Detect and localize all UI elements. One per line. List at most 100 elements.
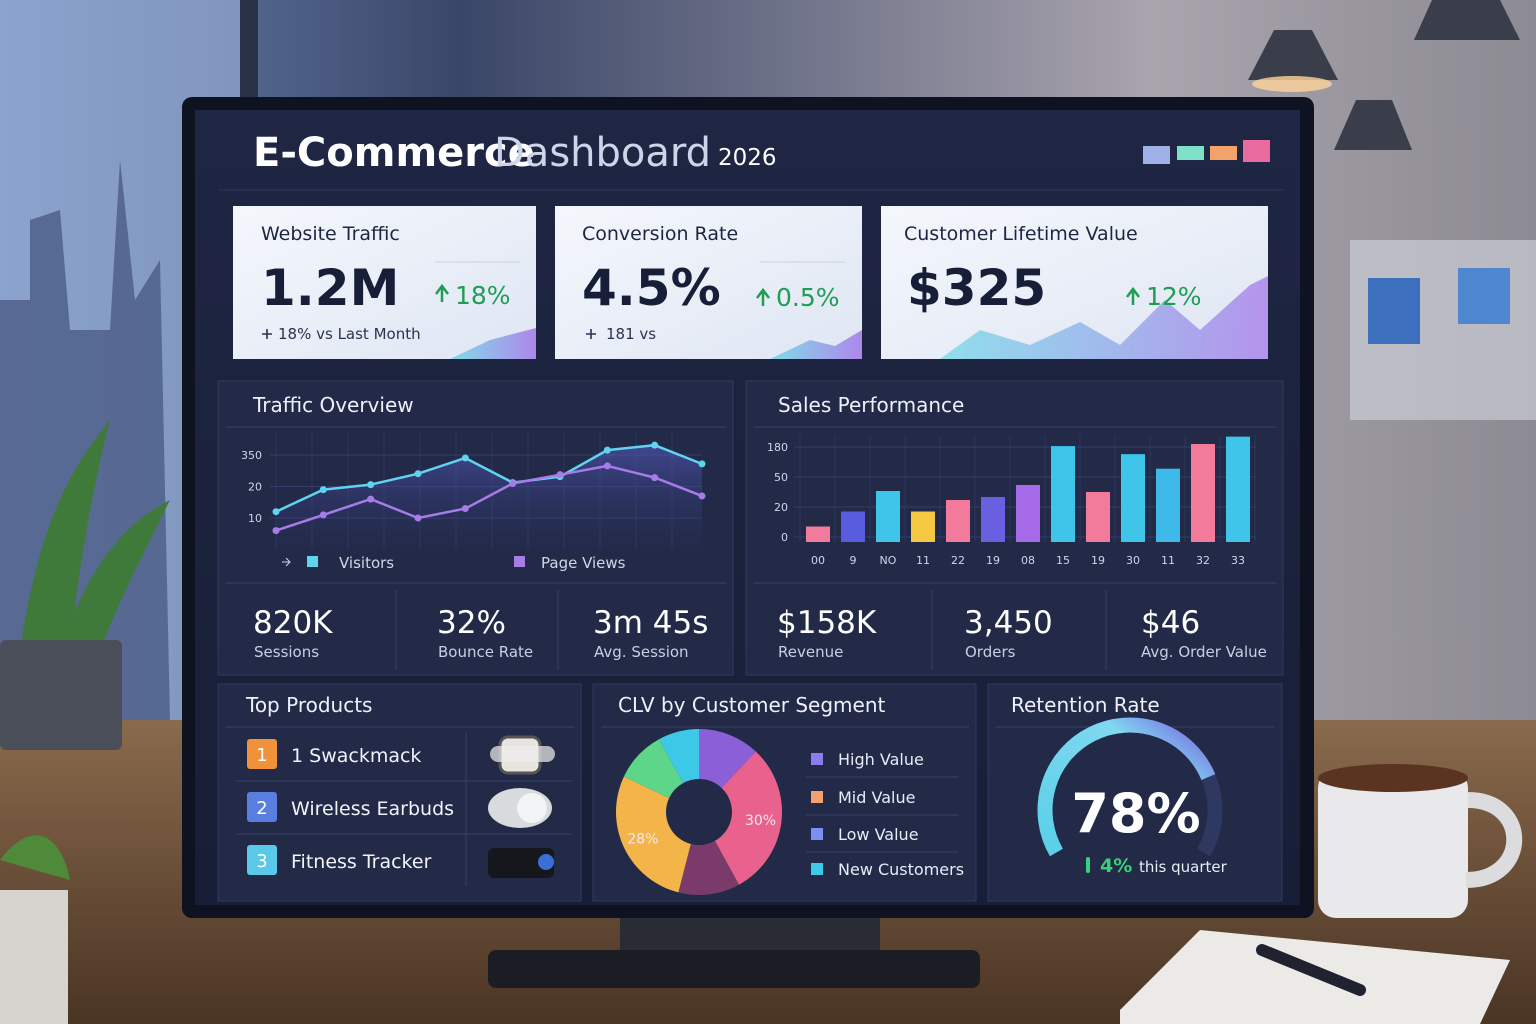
up-arrow [1126, 286, 1140, 305]
rank-badge [247, 792, 277, 822]
point [461, 505, 469, 513]
x-tick-label: 32 [1196, 554, 1210, 567]
title-year: 2026 [718, 145, 777, 171]
point [698, 460, 706, 468]
dividers [226, 426, 1276, 886]
legend-swatch [811, 753, 823, 765]
kpi-note: 181 vs [606, 325, 656, 343]
point [367, 495, 375, 503]
legend-label: Page Views [541, 554, 626, 572]
x-tick-label: 9 [850, 554, 857, 567]
pie-slice [659, 729, 699, 784]
stat-value: 32% [437, 605, 506, 641]
legend-label: New Customers [838, 860, 964, 879]
y-tick-label: 20 [248, 481, 262, 494]
y-tick-label: 180 [767, 441, 788, 454]
bar [981, 497, 1005, 542]
point [319, 511, 327, 519]
small-plant [0, 835, 70, 880]
coffee [1318, 764, 1468, 792]
point [651, 441, 659, 449]
x-tick-label: 33 [1231, 554, 1245, 567]
kpi-label: Customer Lifetime Value [904, 223, 1138, 245]
kpi-card [233, 206, 536, 359]
pie-slice [623, 739, 684, 798]
stat-value: 820K [253, 605, 333, 641]
pie-slice [678, 840, 739, 895]
kpi-value: 4.5% [582, 259, 721, 317]
panel-title: Sales Performance [778, 393, 964, 417]
stat-value: 3,450 [964, 605, 1053, 641]
rank-badge [247, 739, 277, 769]
panels: Traffic Overview Sales Performance Top P… [217, 380, 1284, 902]
rank-number: 2 [256, 798, 267, 819]
kpi-value: $325 [907, 259, 1046, 317]
legend-swatch [514, 556, 525, 567]
bar [1191, 444, 1215, 542]
line [275, 443, 703, 513]
plant [20, 420, 170, 650]
x-tick-label: 19 [986, 554, 1000, 567]
panel-title: CLV by Customer Segment [618, 693, 886, 717]
bar [1051, 446, 1075, 542]
kpi-change: 0.5% [776, 283, 840, 312]
lamp-glow [1252, 76, 1332, 92]
kpi-change: 18% [455, 281, 511, 310]
panel-title: Top Products [245, 693, 372, 717]
legend-label: Low Value [838, 825, 919, 844]
pie-slice [714, 751, 782, 885]
legend-swatch [811, 791, 823, 803]
point [603, 446, 611, 454]
mug-handle [1465, 792, 1523, 888]
rank-number: 3 [256, 851, 267, 872]
small-pot [0, 890, 68, 1024]
product-name: Wireless Earbuds [291, 798, 454, 820]
pie-slice [615, 776, 691, 893]
x-tick-label: NO [880, 554, 897, 567]
pen [1256, 944, 1366, 996]
title-bold: E-Commerce [253, 130, 535, 176]
point [698, 492, 706, 500]
up-arrow [435, 283, 449, 302]
y-tick-label: 50 [774, 471, 788, 484]
retention-note: this quarter [1139, 858, 1228, 876]
product-name: 1 Swackmack [291, 745, 421, 767]
legend-label: High Value [838, 750, 924, 769]
retention-value: 78% [1071, 782, 1200, 845]
y-tick-label: 350 [241, 449, 262, 462]
legend-label: Mid Value [838, 788, 915, 807]
stat-label: Orders [965, 643, 1016, 661]
product-name: Fitness Tracker [291, 851, 432, 873]
point [367, 481, 375, 489]
bar [806, 526, 830, 542]
lamp [1334, 100, 1412, 150]
stat-value: 3m 45s [593, 605, 708, 641]
bar [876, 491, 900, 542]
x-tick-label: 15 [1056, 554, 1070, 567]
title-light: Dashboard [494, 130, 711, 176]
lamp [1414, 0, 1520, 40]
header-icons [1143, 140, 1270, 164]
bar [1121, 454, 1145, 542]
point [414, 514, 422, 522]
bar [1156, 468, 1180, 542]
line [275, 464, 703, 532]
stat-label: Sessions [254, 643, 319, 661]
card-decor [940, 276, 1268, 359]
bar [1086, 492, 1110, 542]
slice-label: 30% [745, 813, 776, 829]
stat-label: Avg. Session [594, 643, 689, 661]
x-tick-label: 11 [916, 554, 930, 567]
stat-value: $46 [1141, 605, 1200, 641]
point [603, 462, 611, 470]
y-tick-label: 20 [774, 501, 788, 514]
poster [1368, 278, 1420, 344]
y-tick-label: 10 [248, 512, 262, 525]
card-decor [450, 328, 536, 359]
kpi-value: 1.2M [261, 259, 399, 317]
stat-value: $158K [777, 605, 877, 641]
change-icon [1086, 857, 1090, 873]
kpi-cards: Website Traffic 1.2M 18% 18% vs Last Mon… [233, 206, 1268, 359]
x-tick-label: 22 [951, 554, 965, 567]
